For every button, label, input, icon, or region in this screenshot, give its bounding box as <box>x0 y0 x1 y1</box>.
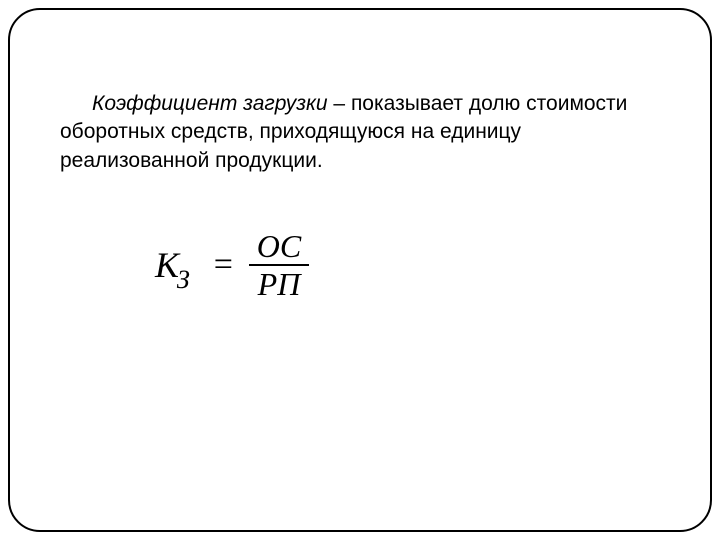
denominator: РП <box>254 266 305 300</box>
content-frame: Коэффициент загрузки – показывает долю с… <box>8 8 712 532</box>
subscript-z: З <box>177 265 190 295</box>
term: Коэффициент загрузки <box>92 92 328 115</box>
equals-sign: = <box>214 246 233 284</box>
definition-paragraph: Коэффициент загрузки – показывает долю с… <box>60 90 660 175</box>
variable-k: К <box>155 247 179 283</box>
dash: – <box>328 92 351 115</box>
numerator: ОС <box>253 230 305 264</box>
fraction: ОС РП <box>249 230 309 300</box>
formula-lhs: К З <box>155 247 194 283</box>
formula: К З = ОС РП <box>155 230 660 300</box>
